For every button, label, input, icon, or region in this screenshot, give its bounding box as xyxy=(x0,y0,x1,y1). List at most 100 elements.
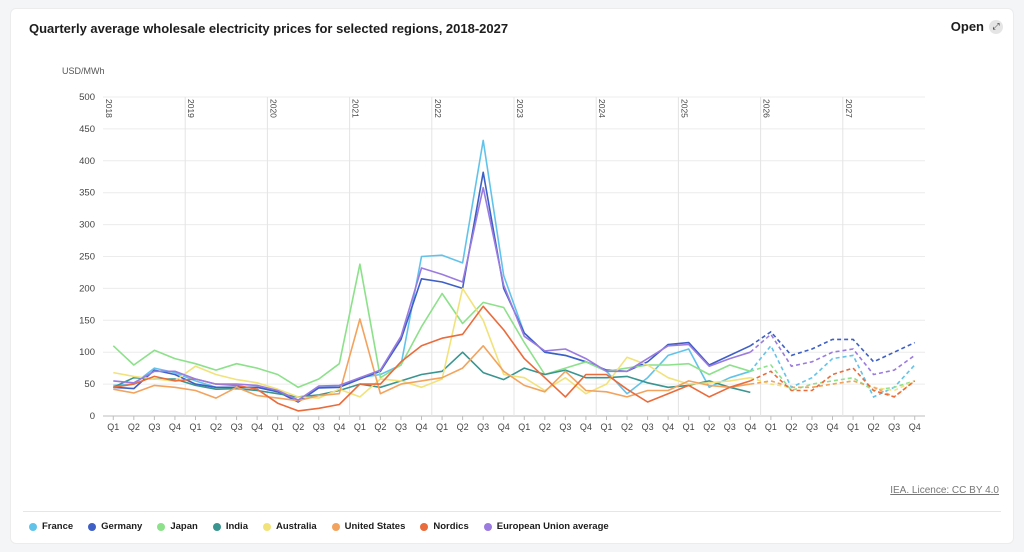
x-tick-label: Q2 xyxy=(621,422,633,432)
y-tick-label: 250 xyxy=(79,252,95,263)
series-line-india xyxy=(112,351,751,398)
y-tick-label: 150 xyxy=(79,315,95,326)
x-tick-label: Q3 xyxy=(724,422,736,432)
legend-item-nordics[interactable]: Nordics xyxy=(420,521,469,532)
series-forecast-france xyxy=(749,344,916,398)
x-tick-label: Q2 xyxy=(868,422,880,432)
x-tick-label: Q1 xyxy=(354,422,366,432)
legend-item-european-union-average[interactable]: European Union average xyxy=(483,521,609,532)
legend-label: United States xyxy=(344,521,406,532)
x-tick-label: Q4 xyxy=(251,422,263,432)
series-line-japan xyxy=(112,263,751,389)
legend-marker xyxy=(420,522,429,531)
legend: France Germany Japan India Australia United S… xyxy=(29,521,609,532)
x-tick-label: Q1 xyxy=(600,422,612,432)
x-tick-label: Q3 xyxy=(806,422,818,432)
series-forecast-australia xyxy=(750,376,916,392)
x-tick-label: Q1 xyxy=(847,422,859,432)
legend-item-germany[interactable]: Germany xyxy=(88,521,142,532)
legend-label: European Union average xyxy=(496,521,609,532)
series-line-australia xyxy=(113,287,751,399)
legend-marker xyxy=(212,522,221,531)
x-tick-label: Q1 xyxy=(189,422,201,432)
x-tick-label: Q1 xyxy=(683,422,695,432)
year-label: 2021 xyxy=(351,99,361,118)
legend-label: Japan xyxy=(170,521,198,532)
y-tick-label: 500 xyxy=(79,92,95,103)
legend-item-japan[interactable]: Japan xyxy=(157,521,198,532)
legend-item-united-states[interactable]: United States xyxy=(331,521,406,532)
year-label: 2025 xyxy=(679,99,689,118)
x-tick-label: Q3 xyxy=(148,422,160,432)
y-tick-label: 350 xyxy=(79,188,95,199)
x-tick-label: Q4 xyxy=(416,422,428,432)
open-label: Open xyxy=(950,19,984,34)
chart-title: Quarterly average wholesale electricity … xyxy=(29,21,509,36)
year-label: 2022 xyxy=(433,99,443,118)
x-tick-label: Q2 xyxy=(785,422,797,432)
x-tick-label: Q2 xyxy=(210,422,222,432)
legend-marker xyxy=(483,522,492,531)
legend-label: Australia xyxy=(275,521,317,532)
legend-marker xyxy=(262,522,271,531)
year-label: 2020 xyxy=(268,99,278,118)
y-axis-label: USD/MWh xyxy=(62,66,105,76)
year-label: 2026 xyxy=(762,99,772,118)
x-tick-label: Q4 xyxy=(662,422,674,432)
x-tick-label: Q2 xyxy=(292,422,304,432)
legend-label: Germany xyxy=(101,521,143,532)
year-label: 2023 xyxy=(515,99,525,118)
legend-marker xyxy=(29,522,37,531)
y-tick-label: 400 xyxy=(79,156,95,167)
year-label: 2027 xyxy=(844,99,854,118)
year-label: 2024 xyxy=(597,99,607,118)
x-tick-label: Q4 xyxy=(744,422,756,432)
x-tick-label: Q4 xyxy=(580,422,592,432)
x-tick-label: Q2 xyxy=(703,422,715,432)
y-tick-label: 300 xyxy=(79,220,95,231)
licence-link[interactable]: IEA. Licence: CC BY 4.0 xyxy=(890,485,999,496)
expand-icon: ⤢ xyxy=(989,19,1003,34)
x-tick-label: Q4 xyxy=(169,422,181,432)
x-tick-label: Q1 xyxy=(107,422,119,432)
legend-item-australia[interactable]: Australia xyxy=(262,521,317,532)
legend-label: India xyxy=(225,521,248,532)
legend-label: France xyxy=(42,521,74,532)
x-tick-label: Q3 xyxy=(642,422,654,432)
x-tick-label: Q1 xyxy=(518,422,530,432)
legend-marker xyxy=(331,522,340,531)
y-tick-label: 100 xyxy=(79,347,95,358)
x-tick-label: Q4 xyxy=(909,422,921,432)
open-button[interactable]: Open ⤢ xyxy=(951,19,1003,34)
legend-item-france[interactable]: France xyxy=(29,521,73,532)
x-tick-label: Q2 xyxy=(374,422,386,432)
series-forecast-european-union-average xyxy=(749,333,916,376)
x-tick-label: Q3 xyxy=(477,422,489,432)
series-line-united-states xyxy=(113,318,751,402)
legend-item-india[interactable]: India xyxy=(212,521,248,532)
x-tick-label: Q3 xyxy=(888,422,900,432)
legend-marker xyxy=(157,522,166,531)
divider xyxy=(23,511,1001,512)
y-tick-label: 200 xyxy=(79,283,95,294)
x-tick-label: Q2 xyxy=(539,422,551,432)
x-tick-label: Q4 xyxy=(333,422,345,432)
year-label: 2019 xyxy=(186,99,196,118)
x-tick-label: Q4 xyxy=(827,422,839,432)
x-tick-label: Q3 xyxy=(559,422,571,432)
legend-label: Nordics xyxy=(433,521,469,532)
series-forecast-japan xyxy=(750,364,915,392)
legend-marker xyxy=(88,522,97,531)
x-tick-label: Q2 xyxy=(457,422,469,432)
x-tick-label: Q3 xyxy=(395,422,407,432)
y-tick-label: 450 xyxy=(79,124,95,135)
series-forecast-germany xyxy=(749,330,916,363)
x-tick-label: Q1 xyxy=(436,422,448,432)
x-tick-label: Q3 xyxy=(231,422,243,432)
year-label: 2018 xyxy=(104,99,114,118)
series-forecast-united-states xyxy=(750,380,916,398)
series-forecast-nordics xyxy=(749,367,916,398)
x-tick-label: Q1 xyxy=(765,422,777,432)
x-tick-label: Q4 xyxy=(498,422,510,432)
y-tick-label: 0 xyxy=(90,411,95,422)
